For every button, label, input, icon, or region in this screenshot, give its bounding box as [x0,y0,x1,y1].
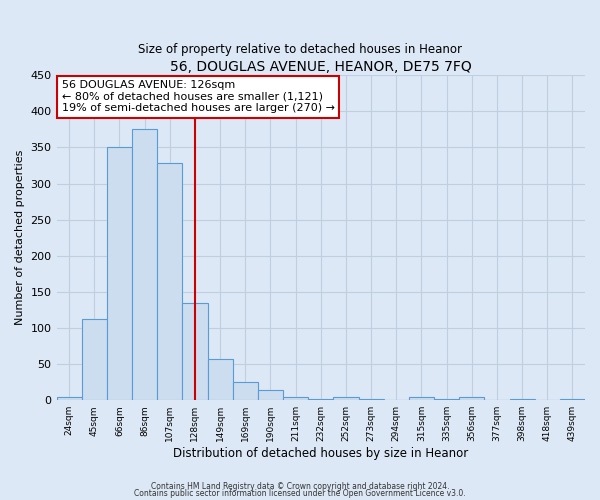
Bar [258,390,283,400]
Text: Contains public sector information licensed under the Open Government Licence v3: Contains public sector information licen… [134,489,466,498]
Bar [560,399,585,400]
Bar [459,396,484,400]
Bar [82,320,107,400]
Text: Contains HM Land Registry data © Crown copyright and database right 2024.: Contains HM Land Registry data © Crown c… [151,482,449,491]
Bar [56,396,82,400]
X-axis label: Distribution of detached houses by size in Heanor: Distribution of detached houses by size … [173,447,469,460]
Text: 56 DOUGLAS AVENUE: 126sqm
← 80% of detached houses are smaller (1,121)
19% of se: 56 DOUGLAS AVENUE: 126sqm ← 80% of detac… [62,80,335,113]
Bar [509,399,535,400]
Bar [182,302,208,400]
Bar [107,148,132,400]
Bar [208,359,233,400]
Bar [334,396,359,400]
Bar [132,130,157,400]
Bar [409,396,434,400]
Bar [233,382,258,400]
Bar [283,396,308,400]
Bar [157,164,182,400]
Y-axis label: Number of detached properties: Number of detached properties [15,150,25,326]
Text: Size of property relative to detached houses in Heanor: Size of property relative to detached ho… [138,42,462,56]
Title: 56, DOUGLAS AVENUE, HEANOR, DE75 7FQ: 56, DOUGLAS AVENUE, HEANOR, DE75 7FQ [170,60,472,74]
